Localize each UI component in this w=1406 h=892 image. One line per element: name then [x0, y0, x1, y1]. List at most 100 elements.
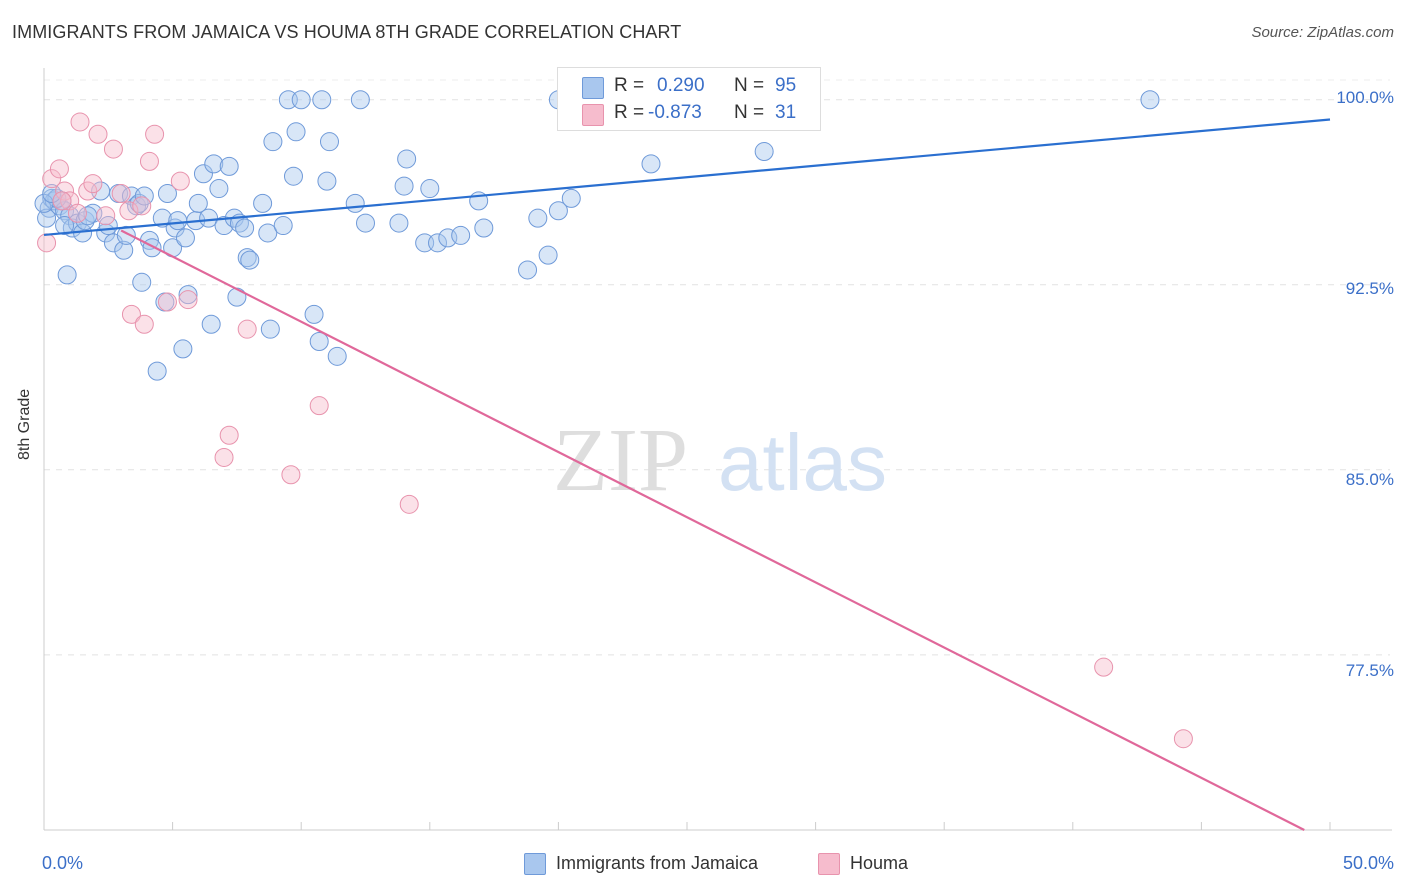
jamaica-point: [75, 211, 95, 231]
jamaica-point: [263, 132, 283, 152]
houma-point: [60, 191, 80, 211]
axes: [43, 68, 1392, 831]
jamaica-point: [345, 193, 365, 213]
jamaica-point: [641, 154, 661, 174]
legend-r-value: -0.873: [648, 102, 702, 123]
jamaica-point: [319, 132, 339, 152]
jamaica-point: [57, 265, 77, 285]
houma-point: [83, 174, 103, 194]
jamaica-point: [312, 90, 332, 110]
jamaica-point: [283, 166, 303, 186]
jamaica-point: [286, 122, 306, 142]
houma-point: [399, 494, 419, 514]
houma-point: [145, 124, 165, 144]
jamaica-point: [327, 346, 347, 366]
jamaica-point: [474, 218, 494, 238]
series-houma-points: [37, 112, 1193, 749]
jamaica-point: [528, 208, 548, 228]
jamaica-point: [173, 339, 193, 359]
jamaica-point: [237, 248, 257, 268]
houma-point: [170, 171, 190, 191]
jamaica-point: [258, 223, 278, 243]
jamaica-point: [175, 228, 195, 248]
jamaica-point: [397, 149, 417, 169]
jamaica-point: [157, 183, 177, 203]
y-tick-label-77-5: 77.5%: [1345, 661, 1394, 680]
houma-point: [121, 304, 141, 324]
houma-point: [42, 169, 62, 189]
source-credit: Source: ZipAtlas.com: [1251, 24, 1394, 41]
jamaica-point: [227, 287, 247, 307]
jamaica-point: [350, 90, 370, 110]
jamaica-point: [291, 90, 311, 110]
houma-point: [111, 183, 131, 203]
jamaica-point: [538, 245, 558, 265]
legend-r-value: 0.290: [657, 75, 705, 96]
houma-point: [1173, 729, 1193, 749]
y-tick-label-85: 85.0%: [1345, 470, 1394, 489]
houma-point: [49, 159, 69, 179]
jamaica-point: [394, 176, 414, 196]
jamaica-point: [147, 361, 167, 381]
jamaica-point: [204, 154, 224, 174]
jamaica-point: [356, 213, 375, 233]
legend-r-label: R =: [614, 102, 645, 123]
jamaica-point: [754, 142, 774, 162]
jamaica-point: [201, 314, 221, 334]
jamaica-trend-line: [43, 118, 1331, 237]
y-tick-label-92-5: 92.5%: [1345, 279, 1394, 298]
houma-point: [309, 396, 329, 416]
jamaica-point: [273, 216, 293, 236]
zipatlas-watermark: ZIP atlas: [553, 411, 887, 510]
houma-point: [214, 447, 234, 467]
bottom-legend-label-jamaica: Immigrants from Jamaica: [556, 853, 759, 873]
houma-point: [178, 290, 198, 310]
houma-point: [119, 201, 139, 221]
y-tick-label-100: 100.0%: [1336, 88, 1394, 107]
jamaica-point: [317, 171, 337, 191]
houma-point: [134, 314, 154, 334]
watermark-atlas: atlas: [718, 418, 887, 507]
jamaica-point: [199, 208, 219, 228]
jamaica-point: [451, 225, 471, 245]
bottom-legend-swatch-blue: [524, 853, 546, 875]
houma-point: [96, 206, 116, 226]
houma-point: [52, 191, 72, 211]
houma-point: [157, 292, 177, 312]
jamaica-point: [132, 272, 152, 292]
bottom-legend-label-houma: Houma: [850, 853, 909, 873]
jamaica-point: [142, 238, 162, 258]
houma-point: [219, 425, 239, 445]
houma-trend-line: [120, 229, 1305, 831]
jamaica-point: [304, 304, 324, 324]
jamaica-point: [518, 260, 538, 280]
jamaica-point: [561, 188, 581, 208]
jamaica-point: [253, 193, 273, 213]
houma-point: [139, 151, 159, 171]
jamaica-point: [235, 218, 255, 238]
y-axis-label: 8th Grade: [16, 388, 33, 460]
houma-point: [103, 139, 123, 159]
legend-n-value: 31: [775, 102, 797, 123]
houma-point: [237, 319, 257, 339]
houma-point: [88, 124, 108, 144]
jamaica-point: [188, 193, 208, 213]
gridlines: [44, 79, 1390, 656]
legend-n-value: 95: [775, 75, 797, 96]
jamaica-point: [152, 208, 172, 228]
x-tick-label-min: 0.0%: [42, 853, 84, 873]
jamaica-point: [420, 179, 440, 199]
jamaica-point: [548, 201, 568, 221]
jamaica-point: [193, 164, 213, 184]
jamaica-point: [178, 285, 198, 305]
jamaica-point: [389, 213, 409, 233]
legend-n-label: N =: [734, 102, 765, 123]
houma-point: [37, 233, 57, 253]
jamaica-point: [37, 208, 57, 228]
jamaica-point: [1140, 90, 1160, 110]
jamaica-point: [260, 319, 280, 339]
jamaica-point: [209, 179, 229, 199]
trend-lines: [43, 118, 1331, 831]
houma-point: [132, 196, 152, 216]
